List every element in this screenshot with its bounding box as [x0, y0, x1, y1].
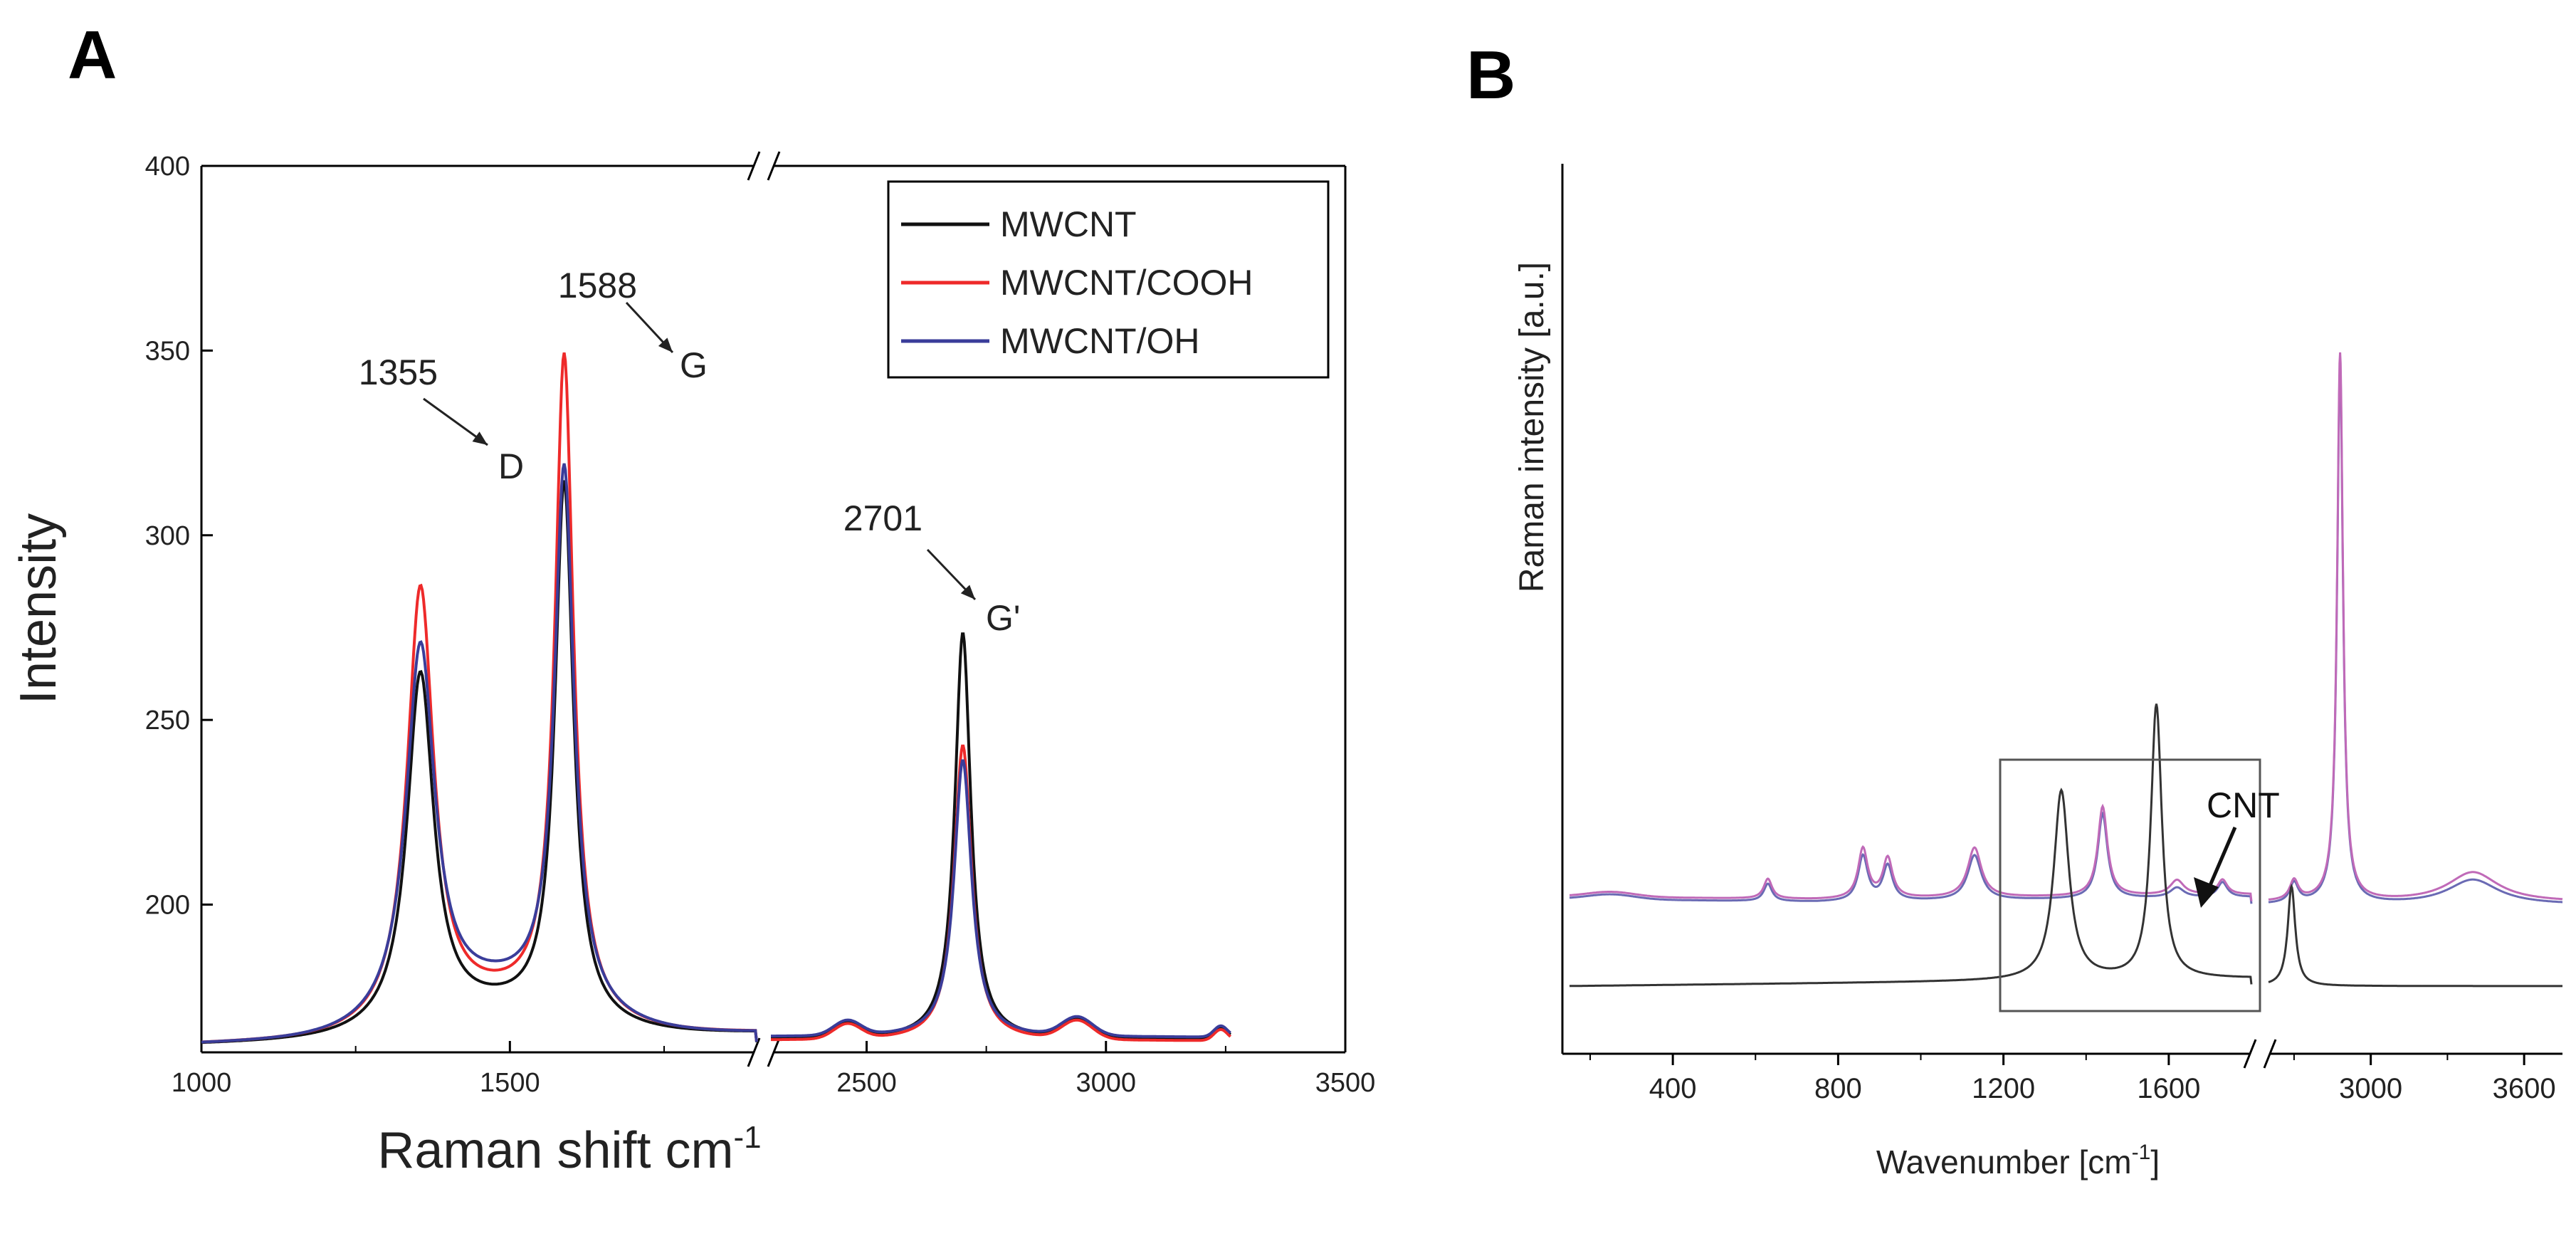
series-line-mwcnt-cooh: [201, 352, 758, 1044]
peak-position-label: 2701: [843, 498, 922, 538]
legend-label: MWCNT: [1000, 204, 1137, 244]
axis-break-mark: [2263, 1039, 2277, 1069]
cnt-arrowhead: [2194, 877, 2219, 908]
series-line-sample-1: [1570, 803, 2253, 901]
panel-label-b: B: [1466, 37, 1515, 113]
axis-break-mark: [2243, 1039, 2257, 1069]
series-line-sample-2: [2268, 365, 2562, 904]
cnt-label: CNT: [2207, 785, 2280, 825]
series-line-cnt: [2268, 883, 2562, 988]
x-tick-label: 800: [1814, 1073, 1862, 1104]
x-axis-label: Raman shift cm-1: [377, 1120, 761, 1179]
axis-break-mark: [747, 1037, 761, 1067]
x-tick-label: 1500: [480, 1068, 540, 1098]
annotation-arrowhead: [472, 431, 488, 445]
peak-position-label: 1588: [558, 266, 637, 305]
series-line-cnt: [1569, 703, 2253, 988]
legend-box: [887, 180, 1330, 379]
x-axis-label: Wavenumber [cm-1]: [1876, 1141, 2160, 1180]
peak-position-label: 1355: [359, 352, 438, 392]
y-tick-label: 300: [145, 521, 190, 551]
legend-label: MWCNT/COOH: [1000, 263, 1253, 303]
chart-a: 200 250 300 350 400 1000 1500 2500 3000 3500 Raman…: [10, 151, 1376, 1179]
x-tick-label: 400: [1649, 1073, 1697, 1104]
x-tick-label: 3500: [1315, 1068, 1376, 1098]
series-line-mwcnt: [201, 480, 758, 1045]
panel-label-a: A: [68, 17, 117, 93]
cnt-arrow: [2204, 827, 2237, 894]
highlight-box: [1999, 758, 2261, 1012]
x-tick-label: 1200: [1972, 1073, 2035, 1104]
series-line-sample-2: [1569, 811, 2253, 904]
x-tick-label: 3000: [2339, 1073, 2402, 1104]
axis-break-mark: [767, 1037, 781, 1067]
chart-b: 400 800 1200 1600 3000 3600 Wavenumber [cm-1] R…: [1513, 164, 2563, 1180]
x-tick-label: 1000: [172, 1068, 232, 1098]
series-line-mwcnt-cooh: [771, 744, 1232, 1042]
band-label: D: [498, 446, 524, 486]
y-tick-label: 400: [145, 152, 190, 182]
band-label: G': [986, 598, 1020, 638]
x-tick-label: 3000: [1076, 1068, 1136, 1098]
y-tick-label: 200: [145, 891, 190, 921]
x-tick-label: 2500: [836, 1068, 897, 1098]
series-line-sample-1: [2268, 352, 2563, 901]
y-tick-label: 350: [145, 336, 190, 366]
legend-label: MWCNT/OH: [1000, 321, 1200, 361]
axis-break-mark: [747, 151, 761, 181]
annotation-arrowhead: [658, 337, 673, 352]
series-line-mwcnt: [771, 632, 1231, 1040]
series-line-mwcnt-oh: [201, 463, 758, 1044]
band-label: G: [680, 345, 708, 385]
y-axis-label: Raman intensity [a.u.]: [1513, 262, 1551, 592]
x-tick-label: 3600: [2493, 1073, 2556, 1104]
y-tick-label: 250: [145, 706, 190, 735]
axis-break-mark: [767, 151, 781, 181]
series-line-mwcnt-oh: [771, 759, 1231, 1039]
y-axis-label: Intensity: [10, 513, 67, 704]
x-tick-label: 1600: [2137, 1073, 2200, 1104]
legend: MWCNT MWCNT/COOH MWCNT/OH: [887, 180, 1330, 379]
annotation-arrowhead: [960, 585, 975, 600]
